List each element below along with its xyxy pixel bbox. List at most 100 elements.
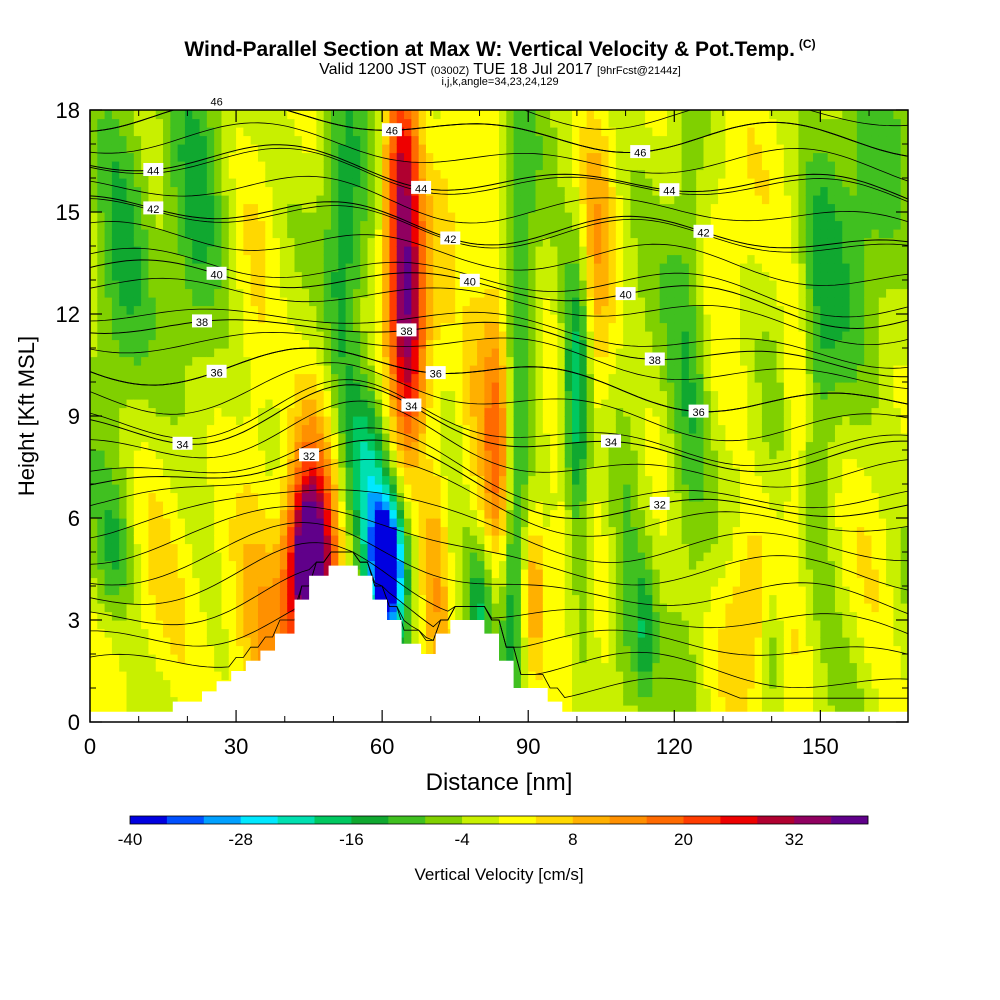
vv-cell (228, 492, 237, 502)
vv-cell (170, 688, 179, 698)
vv-cell (206, 450, 215, 460)
vv-cell (491, 416, 500, 426)
vv-cell (345, 152, 354, 162)
vv-cell (418, 586, 427, 596)
vv-cell (360, 441, 369, 451)
vv-cell (170, 662, 179, 672)
vv-cell (586, 416, 595, 426)
vv-cell (111, 373, 120, 383)
vv-cell (579, 416, 588, 426)
vv-cell (236, 586, 244, 596)
vv-cell (97, 654, 106, 664)
vv-cell (367, 407, 376, 417)
vv-cell (294, 560, 303, 570)
vv-cell (572, 475, 580, 485)
vv-cell (411, 492, 420, 502)
vv-cell (404, 161, 412, 171)
vv-cell (331, 484, 339, 494)
vv-cell (301, 314, 310, 324)
vv-cell (97, 458, 106, 468)
vv-cell (331, 365, 339, 375)
vv-cell (557, 314, 566, 324)
vv-cell (557, 450, 566, 460)
vv-cell (287, 203, 296, 213)
vv-cell (440, 526, 449, 536)
vv-cell (557, 671, 566, 681)
vv-cell (550, 526, 559, 536)
vv-cell (250, 356, 259, 366)
vv-cell (294, 314, 303, 324)
vv-cell (287, 535, 296, 545)
vv-cell (126, 501, 135, 511)
vv-cell (396, 254, 405, 264)
vv-cell (155, 535, 164, 545)
vv-cell (477, 501, 485, 511)
vv-cell (404, 288, 412, 298)
vv-cell (425, 475, 434, 485)
vv-cell (586, 382, 595, 392)
vv-cell (550, 637, 559, 647)
vv-cell (206, 535, 215, 545)
vv-cell (294, 348, 303, 358)
vv-cell (593, 586, 602, 596)
vv-cell (360, 390, 369, 400)
vv-cell (287, 348, 296, 358)
vv-cell (221, 458, 230, 468)
vv-cell (206, 441, 215, 451)
vv-cell (257, 144, 266, 154)
vv-cell (425, 603, 434, 613)
vv-cell (257, 433, 266, 443)
vv-cell (257, 382, 266, 392)
vv-cell (323, 416, 332, 426)
vv-cell (462, 118, 471, 128)
vv-cell (550, 135, 559, 145)
vv-cell (155, 433, 164, 443)
vv-cell (279, 603, 288, 613)
vv-cell (214, 501, 223, 511)
vv-cell (418, 552, 427, 562)
vv-cell (155, 560, 164, 570)
vv-cell (360, 254, 369, 264)
vv-cell (579, 297, 588, 307)
vv-cell (382, 280, 391, 290)
vv-cell (542, 433, 551, 443)
vv-cell (272, 195, 281, 205)
vv-cell (586, 475, 595, 485)
vv-cell (214, 144, 223, 154)
vv-cell (279, 178, 288, 188)
vv-cell (513, 526, 522, 536)
vv-cell (90, 671, 98, 681)
vv-cell (579, 662, 588, 672)
vv-cell (104, 620, 113, 630)
vv-cell (462, 569, 471, 579)
vv-cell (535, 229, 544, 239)
vv-cell (520, 569, 529, 579)
vv-cell (257, 518, 266, 528)
vv-cell (338, 450, 347, 460)
vv-cell (352, 475, 361, 485)
vv-cell (352, 552, 361, 562)
vv-cell (411, 229, 420, 239)
vv-cell (287, 178, 296, 188)
vv-cell (163, 203, 171, 213)
vv-cell (133, 144, 142, 154)
vv-cell (163, 475, 171, 485)
vv-cell (499, 135, 507, 145)
vv-cell (520, 679, 529, 689)
vv-cell (119, 594, 128, 604)
vv-cell (214, 569, 223, 579)
vv-cell (206, 220, 215, 230)
vv-cell (396, 195, 405, 205)
vv-cell (374, 433, 383, 443)
vv-cell (513, 679, 522, 689)
vv-cell (586, 458, 595, 468)
vv-cell (411, 297, 420, 307)
vv-cell (90, 586, 98, 596)
vv-cell (499, 450, 507, 460)
vv-cell (250, 611, 259, 621)
vv-cell (214, 237, 223, 247)
vv-cell (257, 356, 266, 366)
vv-cell (236, 161, 244, 171)
vv-cell (323, 288, 332, 298)
vv-cell (265, 178, 274, 188)
